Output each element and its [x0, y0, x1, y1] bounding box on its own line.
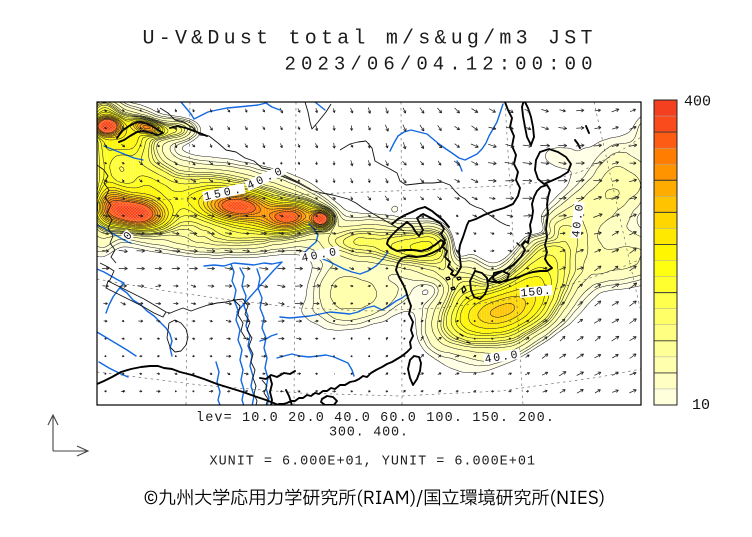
svg-text:XUNIT = 6.000E+01, YUNIT =: XUNIT = 6.000E+01, YUNIT = 6.000E+01: [210, 455, 536, 470]
svg-text:300. 400.: 300. 400.: [329, 426, 408, 441]
svg-text:2023/06/04.12:00:00: 2023/06/04.12:00:00: [285, 54, 593, 76]
svg-text:400: 400: [684, 94, 711, 111]
svg-text:40.0: 40.0: [570, 202, 587, 238]
svg-text:10: 10: [692, 397, 710, 414]
svg-text:lev= 10.0 20.0 40.0 60.0: lev= 10.0 20.0 40.0 60.0 100. 150. 200.: [196, 411, 554, 426]
svg-text:150.: 150.: [520, 285, 552, 301]
svg-text:40.0: 40.0: [484, 348, 520, 366]
